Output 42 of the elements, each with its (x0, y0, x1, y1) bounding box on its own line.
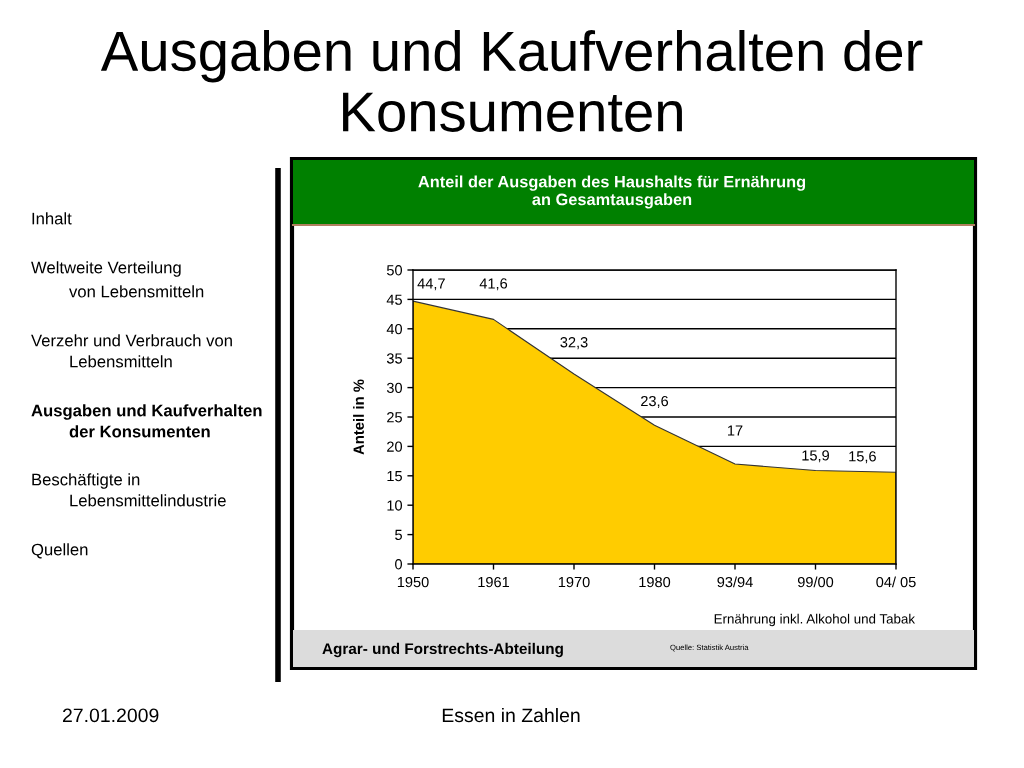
text: Quellen (31, 543, 88, 559)
y-axis-title: Anteil in % (353, 379, 364, 455)
text: Essen in Zahlen (442, 707, 580, 723)
y-tick-label: 45 (386, 294, 402, 305)
data-label: 15,6 (849, 451, 876, 464)
data-label: 32,3 (560, 337, 588, 350)
text: Beschäftigte in (32, 473, 140, 489)
x-tick-label: 1970 (558, 576, 590, 588)
y-tick-label: 15 (387, 471, 402, 482)
text: Ausgaben und Kaufverhalten (31, 404, 262, 420)
y-tick-label: 40 (386, 323, 403, 335)
data-label: 15,9 (802, 450, 829, 463)
x-tick-label: 1980 (639, 576, 671, 588)
y-tick-label: 50 (386, 265, 403, 276)
x-tick-label: 04/ 05 (876, 576, 916, 588)
text: Agrar- und Forstrechts-Abteilung (322, 642, 563, 658)
x-tick-label: 1961 (478, 576, 510, 588)
chart-title: Ausgaben und Kaufverhalten der Konsumenten (100, 30, 923, 132)
text: Lebensmittelindustrie (70, 494, 226, 507)
text: der Konsumenten (69, 425, 210, 438)
text: Lebensmitteln (70, 355, 172, 368)
data-label: 17 (728, 425, 743, 436)
x-tick-label: 93/94 (717, 576, 753, 588)
text: Verzehr und Verbrauch von (31, 334, 232, 347)
chart-subtitle: Anteil der Ausgaben des Haushalts für Ernährung an Gesamtausgaben (418, 175, 806, 209)
y-tick-label: 35 (386, 353, 402, 364)
text: 27.01.2009 (62, 708, 159, 723)
y-tick-label: 0 (395, 559, 403, 570)
y-tick-label: 20 (387, 441, 403, 452)
text: Ernährung inkl. Alkohol und Tabak (714, 613, 916, 627)
text: Inhalt (32, 212, 72, 225)
x-tick-label: 1950 (397, 576, 429, 588)
y-tick-label: 5 (395, 529, 402, 541)
y-tick-label: 30 (386, 382, 403, 394)
y-tick-label: 10 (387, 500, 403, 511)
x-tick-label: 99/00 (797, 576, 834, 588)
data-label: 41,6 (479, 278, 508, 291)
data-label: 23,6 (641, 395, 669, 408)
data-label: 44,7 (417, 278, 445, 291)
y-tick-label: 25 (387, 412, 402, 423)
text: von Lebensmitteln (69, 285, 204, 298)
text: Weltweite Verteilung (31, 261, 181, 277)
